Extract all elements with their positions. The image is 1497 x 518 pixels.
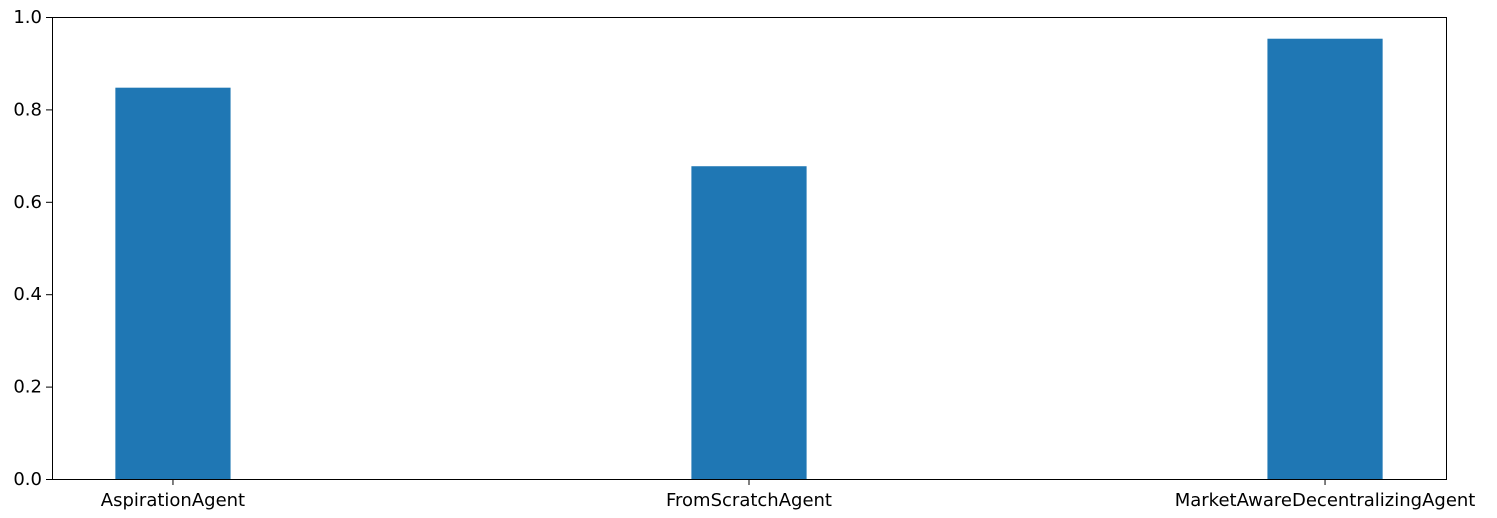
- y-tick-label: 1.0: [13, 7, 42, 28]
- bar-MarketAwareDecentralizingAgent: [1267, 38, 1383, 480]
- x-tick-label-FromScratchAgent: FromScratchAgent: [666, 490, 832, 511]
- y-tick-label: 0.0: [13, 469, 42, 490]
- plot-frame: [52, 17, 1447, 480]
- x-tick-label-AspirationAgent: AspirationAgent: [101, 490, 245, 511]
- bar-FromScratchAgent: [691, 166, 807, 479]
- y-tick-label: 0.8: [13, 99, 42, 120]
- y-tick-label: 0.6: [13, 192, 42, 213]
- x-axis-ticks: AspirationAgent FromScratchAgent MarketAwa…: [101, 479, 1476, 511]
- y-tick-label: 0.2: [13, 377, 42, 398]
- y-axis-ticks: 0.0 0.2 0.4 0.6 0.8 1.0: [13, 7, 52, 490]
- bar-AspirationAgent: [115, 87, 231, 479]
- x-tick-label-MarketAwareDecentralizingAgent: MarketAwareDecentralizingAgent: [1175, 490, 1476, 511]
- bars-group: [115, 38, 1383, 480]
- y-tick-label: 0.4: [13, 284, 42, 305]
